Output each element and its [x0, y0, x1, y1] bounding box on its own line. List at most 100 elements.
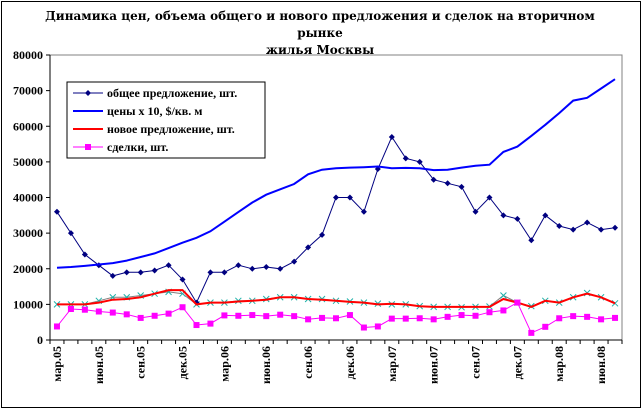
x-tick-label: июн.06: [259, 346, 273, 384]
data-point-diamond: [235, 262, 242, 269]
data-point-square: [374, 323, 381, 330]
x-tick-label: дек.07: [510, 346, 524, 379]
data-point-diamond: [486, 194, 493, 201]
x-tick-label: сен.06: [301, 346, 315, 379]
x-tick-label: июн.08: [594, 346, 608, 384]
y-tick-label: 70000: [13, 84, 43, 98]
data-point-square: [402, 315, 409, 322]
data-point-square: [249, 312, 256, 319]
x-tick-label: июн.07: [427, 346, 441, 384]
data-point-diamond: [500, 212, 507, 219]
data-point-diamond: [207, 269, 214, 276]
data-point-square: [472, 312, 479, 319]
data-point-square: [137, 314, 144, 321]
data-point-diamond: [584, 219, 591, 226]
data-point-square: [500, 307, 507, 314]
data-point-square: [416, 315, 423, 322]
series-line-2: [57, 289, 616, 308]
data-point-square: [542, 323, 549, 330]
data-point-diamond: [360, 208, 367, 215]
data-point-diamond: [221, 269, 228, 276]
legend-label: общее предложение, шт.: [107, 86, 237, 100]
data-point-diamond: [570, 226, 577, 233]
data-point-square: [81, 306, 88, 313]
data-point-square: [360, 324, 367, 331]
data-point-extra: [53, 301, 61, 308]
data-point-diamond: [319, 231, 326, 238]
x-tick-label: мар.06: [217, 346, 231, 382]
y-tick-label: 50000: [13, 155, 43, 169]
data-point-square: [444, 313, 451, 320]
legend-marker-square: [85, 144, 91, 150]
data-point-square: [263, 313, 270, 320]
data-point-diamond: [165, 262, 172, 269]
legend-label: сделки, шт.: [107, 140, 168, 154]
data-point-diamond: [472, 208, 479, 215]
data-point-square: [123, 311, 130, 318]
data-point-diamond: [109, 272, 116, 279]
chart-title-line2: жилья Москвы: [265, 43, 375, 57]
y-tick-label: 60000: [13, 119, 43, 133]
data-point-square: [277, 311, 284, 318]
data-point-diamond: [556, 223, 563, 229]
data-point-diamond: [346, 194, 353, 201]
legend-marker-diamond: [85, 90, 91, 96]
data-point-square: [109, 309, 116, 316]
data-point-square: [514, 299, 521, 306]
data-point-diamond: [430, 176, 437, 183]
legend: общее предложение, шт. цены х 10, $/кв. м…: [66, 81, 266, 159]
data-point-diamond: [444, 180, 451, 187]
data-point-diamond: [416, 158, 423, 165]
data-point-square: [388, 315, 395, 322]
series-line-1: [56, 78, 616, 269]
y-tick-label: 80000: [13, 48, 43, 62]
data-point-square: [235, 312, 242, 319]
data-point-square: [305, 316, 312, 323]
data-point-square: [291, 313, 298, 320]
data-point-diamond: [277, 265, 284, 272]
data-point-diamond: [249, 265, 256, 272]
y-tick-label: 20000: [13, 262, 43, 276]
data-point-diamond: [67, 230, 74, 237]
data-point-square: [486, 309, 493, 316]
data-point-diamond: [179, 276, 186, 283]
data-point-diamond: [81, 251, 88, 258]
data-point-diamond: [333, 194, 339, 201]
data-point-diamond: [514, 215, 521, 222]
x-tick-label: июн.05: [92, 346, 106, 384]
legend-label: цены х 10, $/кв. м: [107, 104, 202, 118]
y-tick-label: 40000: [13, 191, 43, 205]
data-point-diamond: [123, 269, 130, 276]
x-tick-label: дек.05: [176, 346, 190, 379]
data-point-square: [221, 312, 228, 319]
data-point-square: [319, 314, 326, 321]
data-point-diamond: [137, 269, 144, 276]
data-point-diamond: [402, 155, 409, 162]
x-tick-label: мар.07: [385, 346, 399, 382]
data-point-diamond: [528, 237, 535, 244]
x-tick-label: мар.05: [50, 346, 64, 382]
data-point-square: [95, 308, 102, 315]
data-point-diamond: [598, 226, 605, 233]
data-point-extra: [500, 292, 507, 299]
data-point-square: [570, 313, 577, 320]
y-tick-label: 30000: [13, 226, 43, 240]
data-point-diamond: [388, 133, 395, 140]
series-layer: [53, 78, 619, 336]
data-point-square: [458, 312, 465, 319]
series-line-0: [56, 135, 616, 304]
data-point-diamond: [151, 267, 158, 274]
data-point-diamond: [612, 224, 619, 231]
data-point-square: [53, 323, 60, 330]
data-point-square: [207, 320, 214, 327]
x-tick-label: дек.06: [343, 346, 357, 379]
data-point-square: [528, 329, 535, 336]
data-point-diamond: [53, 208, 60, 215]
data-point-square: [193, 322, 200, 329]
x-tick-label: сен.07: [469, 346, 483, 379]
data-point-diamond: [291, 258, 298, 265]
data-point-diamond: [263, 263, 270, 270]
data-point-square: [179, 304, 186, 311]
data-point-diamond: [305, 244, 312, 251]
data-point-square: [165, 310, 172, 317]
